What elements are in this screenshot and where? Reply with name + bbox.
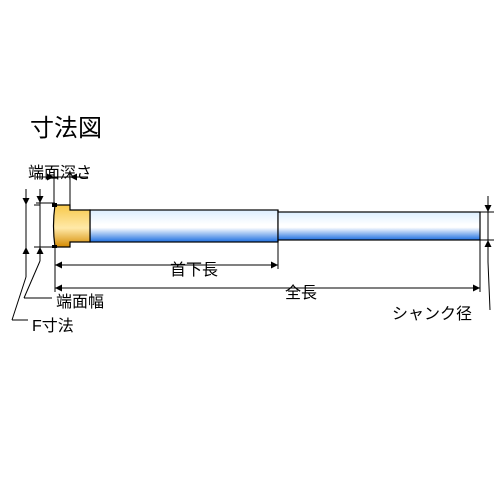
dim-f: F寸法 (32, 312, 74, 336)
technical-drawing (0, 0, 500, 500)
diagram-canvas: { "title": "寸法図", "title_fontsize": 24, … (0, 0, 500, 500)
dim-full-length: 全長 (285, 279, 317, 303)
dim-shank-dia: シャンク径 (392, 300, 472, 324)
tool-tip (54, 205, 91, 247)
dim-end-width: 端面幅 (56, 288, 104, 312)
dim-neck-length: 首下長 (170, 256, 218, 280)
dim-end-depth: 端面深さ (28, 159, 92, 183)
